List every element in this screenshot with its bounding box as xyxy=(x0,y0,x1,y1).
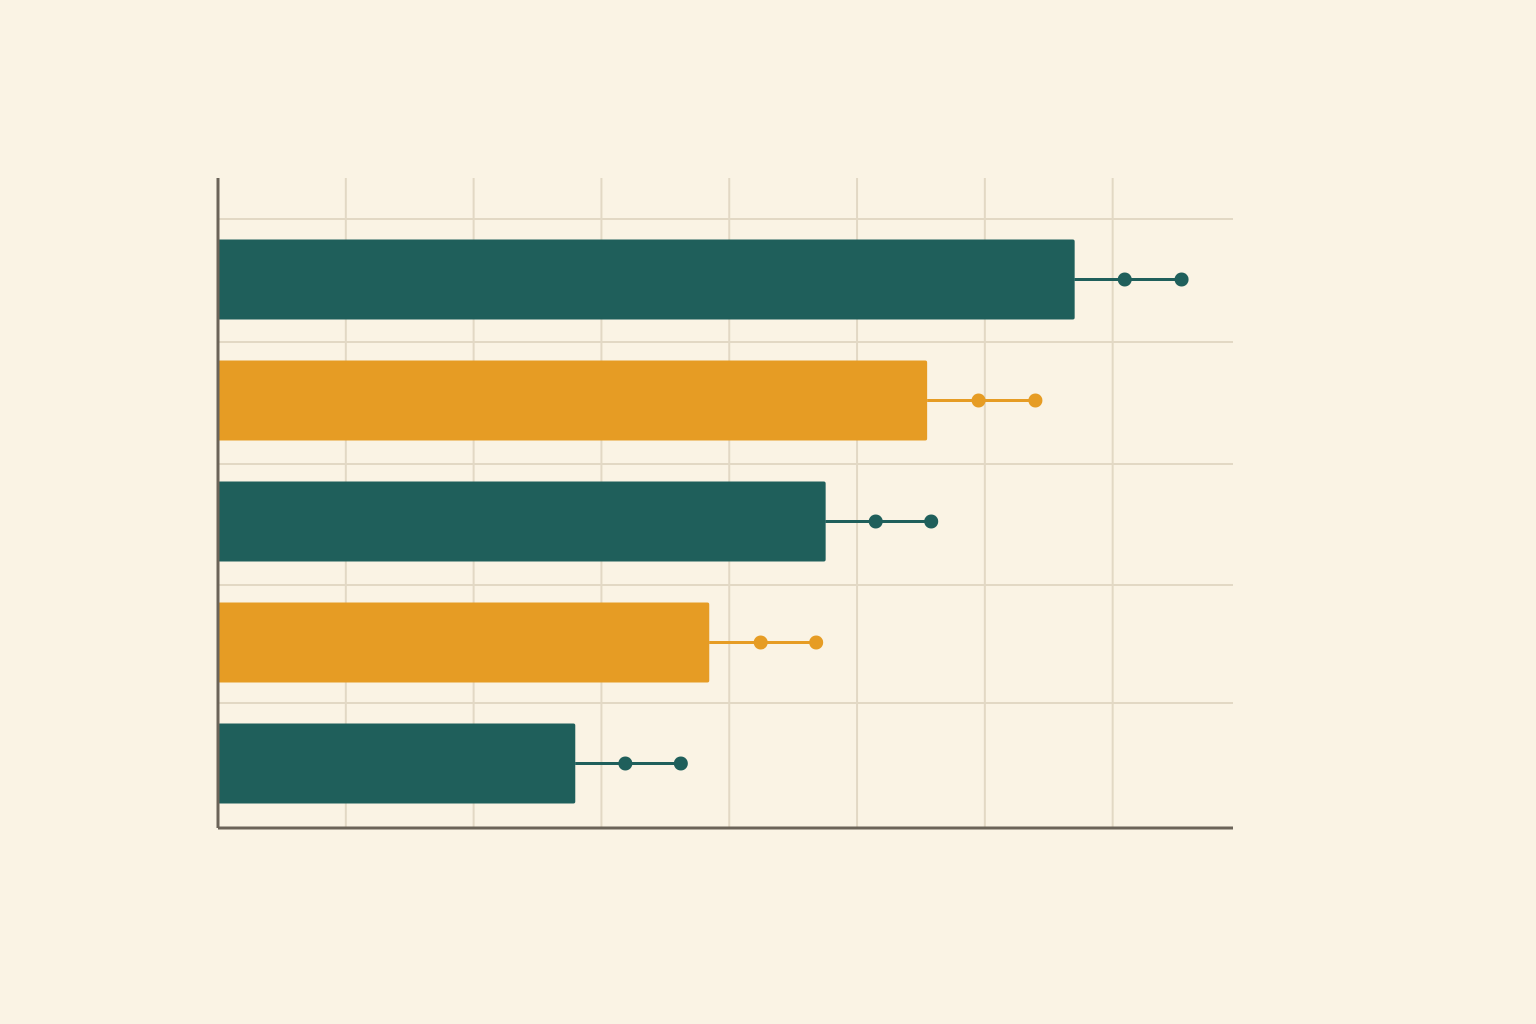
bar-2-marker-outer xyxy=(1028,393,1043,408)
bar-5-marker-outer xyxy=(673,756,688,771)
bar-3-marker-inner xyxy=(868,514,883,529)
bar-5-marker-inner xyxy=(618,756,633,771)
bar-1-marker-outer xyxy=(1174,272,1189,287)
axes xyxy=(216,178,1233,830)
bar-2-marker-inner xyxy=(971,393,986,408)
bar-1 xyxy=(218,239,1075,320)
bar-4-marker-outer xyxy=(809,635,824,650)
bar-4-marker-inner xyxy=(753,635,768,650)
bar-3-marker-outer xyxy=(924,514,939,529)
bar-2 xyxy=(218,360,928,441)
bar-4 xyxy=(218,602,710,683)
bar-1-marker-inner xyxy=(1117,272,1132,287)
bar-3 xyxy=(218,481,826,562)
bar-5 xyxy=(218,723,576,804)
bar-series xyxy=(218,239,1189,804)
